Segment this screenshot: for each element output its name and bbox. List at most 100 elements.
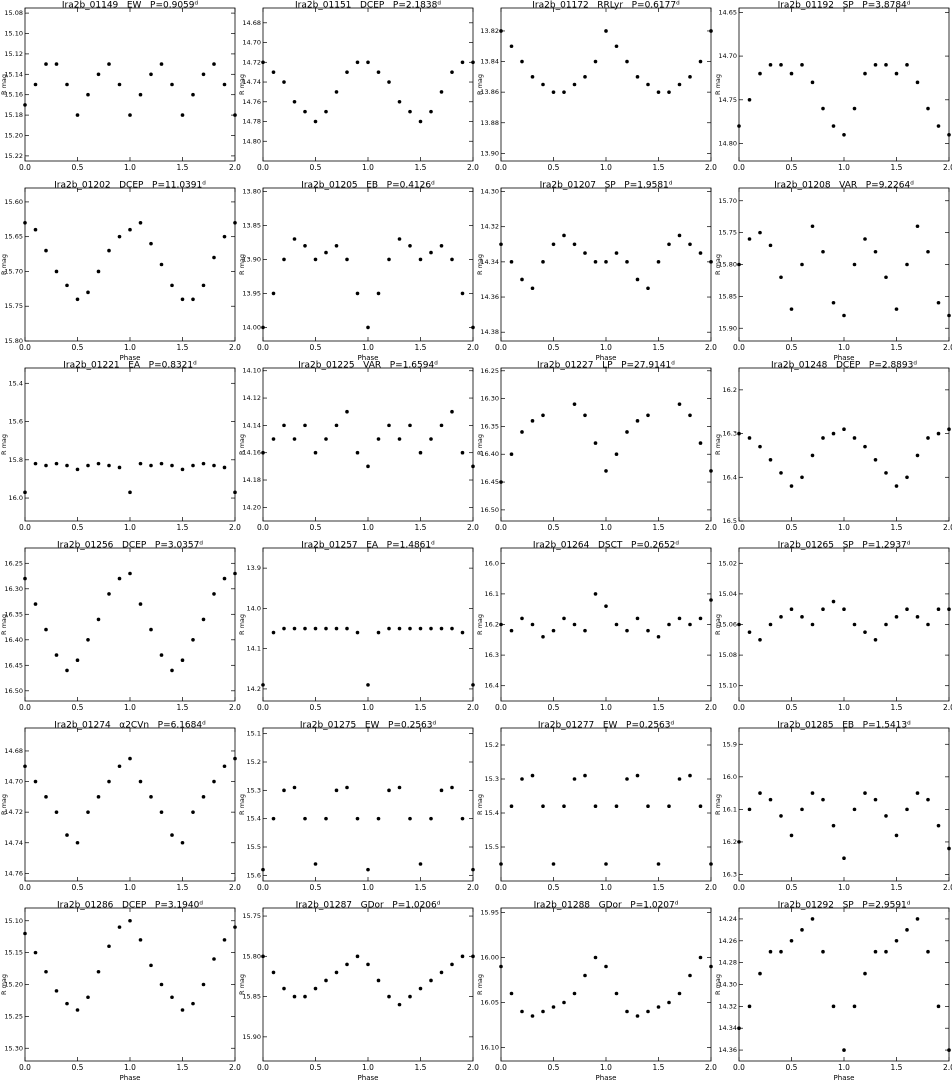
y-tick-label: 13.90 — [242, 255, 261, 263]
x-tick-label: 1.0 — [124, 523, 136, 532]
y-tick-label: 15.16 — [4, 91, 23, 99]
light-curve-panel: Ira2b_01287 GDor P=1.0206ᵈ R mag Phase 0.0 0… — [238, 901, 479, 1083]
data-point — [86, 995, 90, 1000]
y-tick-label: 15.18 — [4, 111, 23, 119]
data-point — [747, 630, 752, 634]
data-point — [233, 113, 237, 117]
x-tick-label: 1.0 — [600, 523, 612, 532]
data-point — [747, 1004, 752, 1009]
data-point — [667, 804, 671, 808]
panel-title: Ira2b_01207 SP P=1.9581ᵈ — [540, 181, 673, 191]
data-point — [852, 807, 857, 812]
data-point — [117, 764, 122, 769]
data-point — [530, 773, 535, 778]
data-point — [698, 955, 703, 960]
data-point — [926, 249, 930, 254]
data-point — [915, 615, 920, 619]
data-point — [303, 994, 307, 999]
light-curve-panel: Ira2b_01208 VAR P=9.2264ᵈ R mag Phase 0.0 0.… — [714, 181, 952, 363]
data-point — [33, 779, 38, 784]
data-point — [873, 458, 878, 462]
data-point — [54, 269, 59, 274]
x-tick-label: 0.5 — [786, 703, 798, 712]
x-tick-label: 1.5 — [415, 343, 427, 352]
data-point — [905, 475, 909, 480]
data-point — [345, 409, 349, 414]
y-tick-label: 14.70 — [242, 39, 261, 47]
y-tick-label: 14.1 — [247, 645, 261, 653]
data-point — [863, 444, 867, 449]
y-axis-label: R mag — [476, 974, 484, 995]
data-point — [737, 1026, 741, 1031]
data-point — [450, 962, 454, 967]
data-point — [737, 840, 741, 844]
data-point — [688, 622, 692, 627]
x-tick-label: 2.0 — [467, 883, 479, 892]
data-point — [614, 804, 619, 808]
data-point — [170, 82, 174, 87]
y-tick-label: 15.3 — [485, 775, 499, 783]
x-tick-label: 2.0 — [943, 703, 952, 712]
data-point — [65, 833, 69, 837]
data-point — [509, 628, 514, 633]
data-point — [159, 810, 164, 814]
data-point — [292, 785, 297, 790]
data-point — [821, 106, 825, 111]
data-point — [635, 616, 640, 621]
data-point — [667, 1000, 671, 1005]
data-point — [646, 82, 650, 87]
data-point — [789, 938, 794, 943]
y-axis-label: R mag — [476, 74, 484, 95]
y-tick-label: 16.0 — [9, 494, 23, 502]
data-point — [688, 75, 692, 79]
data-point — [366, 867, 370, 872]
data-point — [460, 450, 465, 455]
data-point — [656, 260, 661, 264]
data-point — [439, 970, 444, 975]
data-point — [418, 986, 423, 991]
data-point — [282, 257, 286, 262]
data-point — [572, 777, 577, 781]
y-tick-label: 14.16 — [242, 449, 261, 457]
y-tick-label: 14.00 — [242, 323, 261, 331]
y-tick-label: 16.35 — [480, 422, 499, 430]
data-point — [334, 626, 339, 631]
y-tick-label: 15.80 — [242, 952, 261, 960]
y-tick-label: 16.45 — [4, 661, 23, 669]
plot-frame — [24, 367, 236, 522]
data-point — [758, 791, 762, 795]
y-tick-label: 16.05 — [480, 999, 499, 1007]
data-point — [800, 615, 804, 619]
data-point — [355, 954, 360, 959]
data-point — [499, 29, 503, 33]
x-tick-label: 0.0 — [495, 1063, 507, 1072]
data-point — [418, 119, 423, 124]
y-axis-label: R mag — [0, 794, 8, 815]
x-tick-label: 2.0 — [229, 883, 241, 892]
data-point — [842, 132, 846, 137]
data-point — [397, 99, 402, 104]
data-point — [408, 423, 412, 428]
x-tick-label: 0.5 — [548, 703, 560, 712]
y-tick-label: 16.3 — [485, 651, 499, 659]
data-point — [604, 964, 608, 969]
data-point — [821, 249, 825, 254]
data-point — [313, 986, 318, 991]
data-point — [429, 109, 433, 114]
x-tick-label: 1.0 — [838, 343, 850, 352]
data-point — [233, 571, 237, 576]
x-tick-label: 0.0 — [257, 343, 269, 352]
data-point — [863, 630, 867, 634]
data-point — [709, 29, 713, 33]
data-point — [810, 622, 815, 627]
data-point — [233, 220, 237, 225]
x-axis-label: Phase — [596, 354, 617, 362]
x-tick-label: 0.5 — [786, 343, 798, 352]
data-point — [397, 1002, 402, 1007]
data-point — [541, 634, 545, 639]
x-tick-label: 0.0 — [495, 883, 507, 892]
data-point — [387, 257, 391, 262]
data-point — [418, 626, 423, 631]
data-point — [852, 436, 857, 440]
